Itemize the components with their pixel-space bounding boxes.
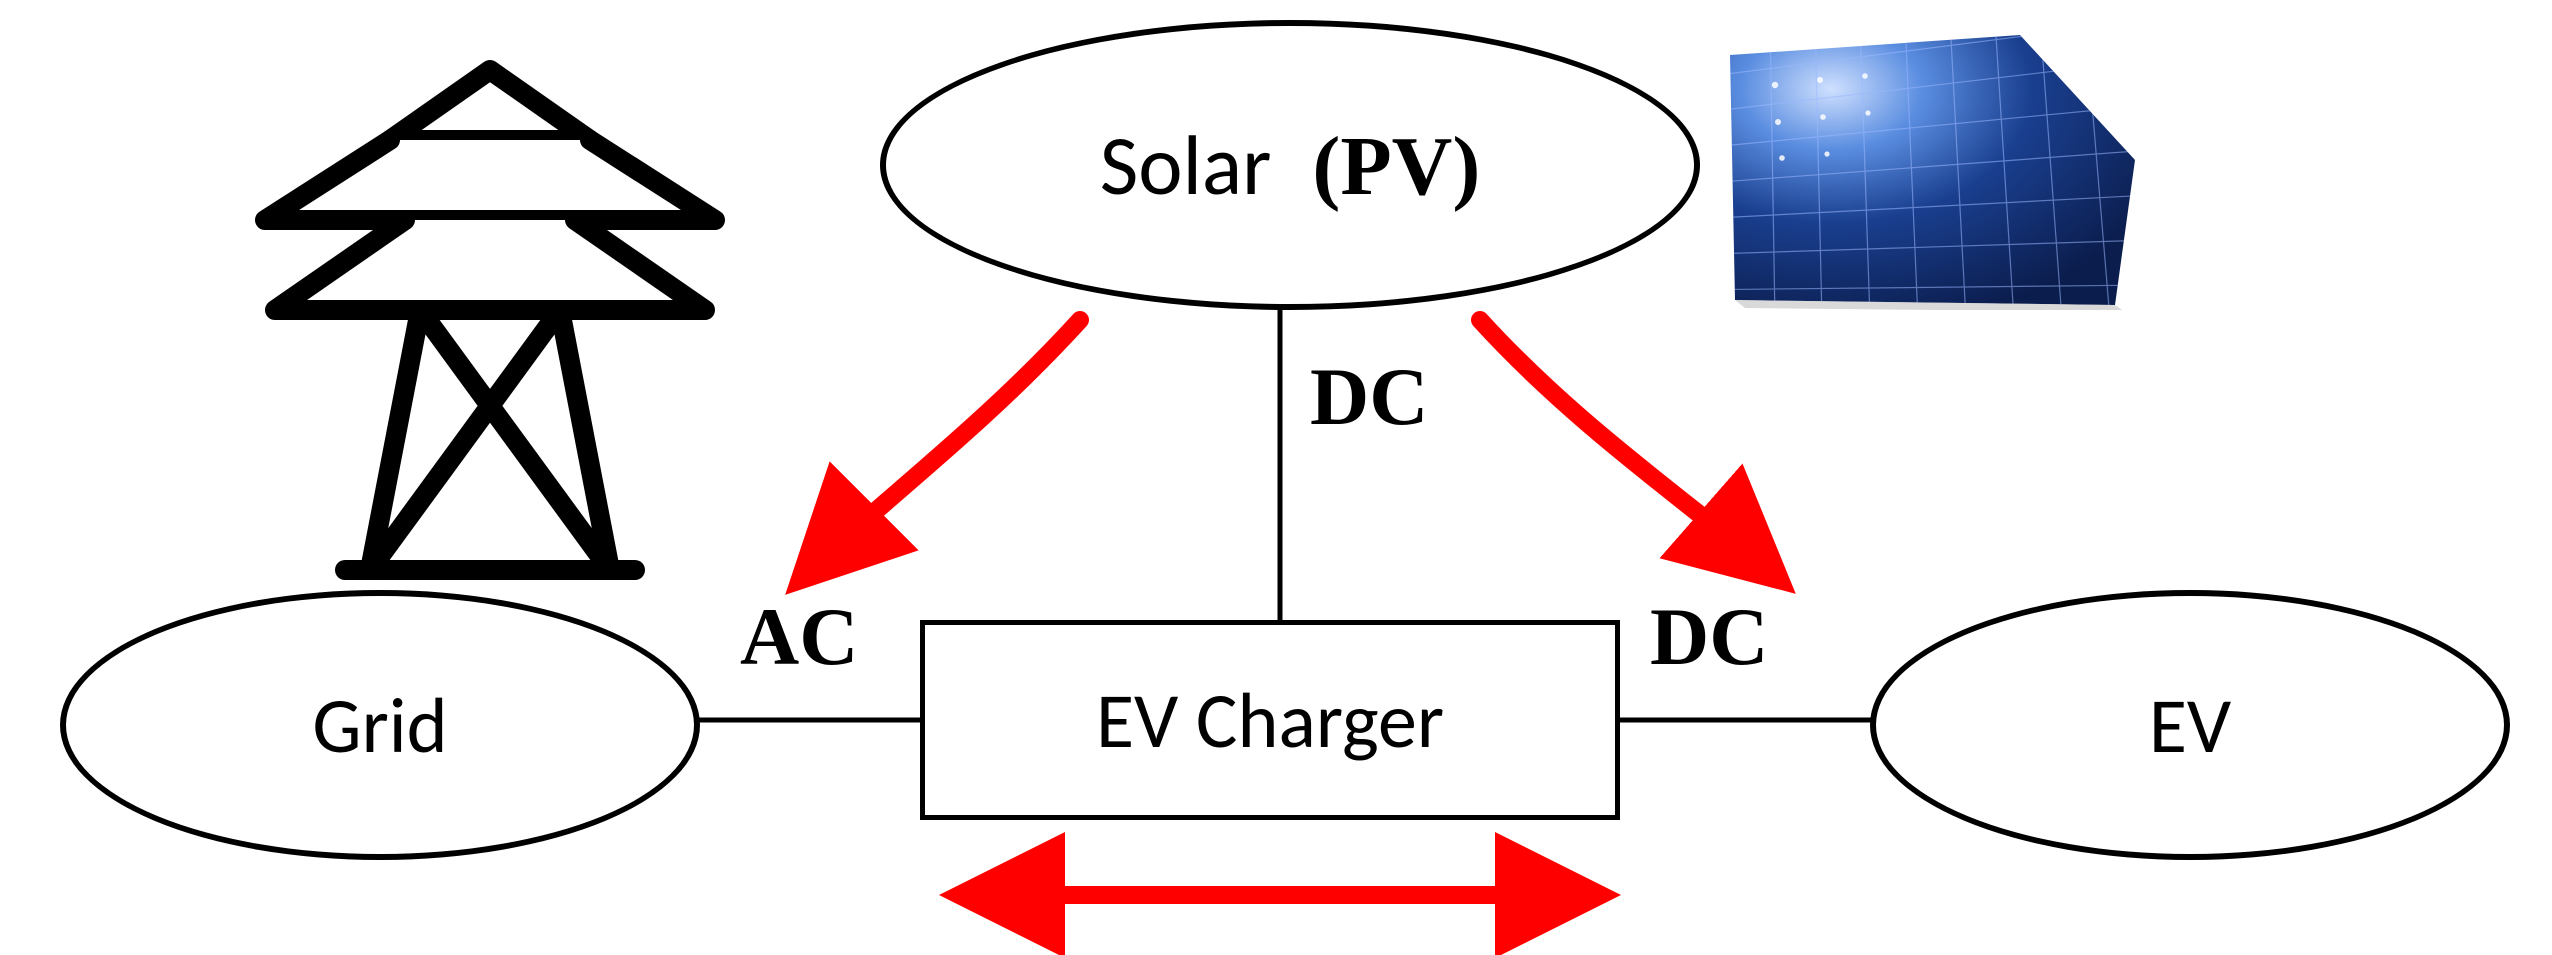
node-ev-label: EV <box>2149 678 2231 773</box>
node-ev: EV <box>1870 590 2510 860</box>
arrow-curved-left <box>800 320 1080 580</box>
node-charger: EV Charger <box>920 620 1620 820</box>
arrow-curved-right <box>1480 320 1780 580</box>
node-grid: Grid <box>60 590 700 860</box>
diagram-stage: Solar (PV) Grid EV Charger EV DC AC DC <box>0 0 2552 955</box>
edge-label-ac-left: AC <box>740 590 858 684</box>
node-charger-label: EV Charger <box>1096 673 1444 768</box>
node-solar: Solar (PV) <box>880 20 1700 310</box>
node-solar-label: Solar (PV) <box>1100 114 1481 217</box>
node-grid-label: Grid <box>312 678 447 773</box>
edge-label-dc-right: DC <box>1650 590 1768 684</box>
edge-label-dc-top: DC <box>1310 350 1428 444</box>
solar-panel-image <box>1720 30 2140 310</box>
